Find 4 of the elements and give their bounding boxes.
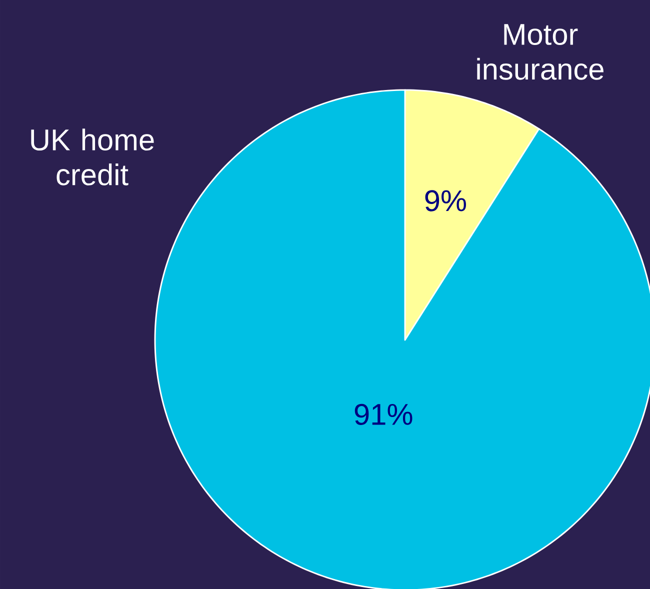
data-label: 91%	[354, 404, 412, 425]
slice-label: Motor insurance	[477, 24, 604, 80]
slice-label: UK home credit	[31, 128, 154, 186]
data-label: 9%	[425, 190, 466, 212]
